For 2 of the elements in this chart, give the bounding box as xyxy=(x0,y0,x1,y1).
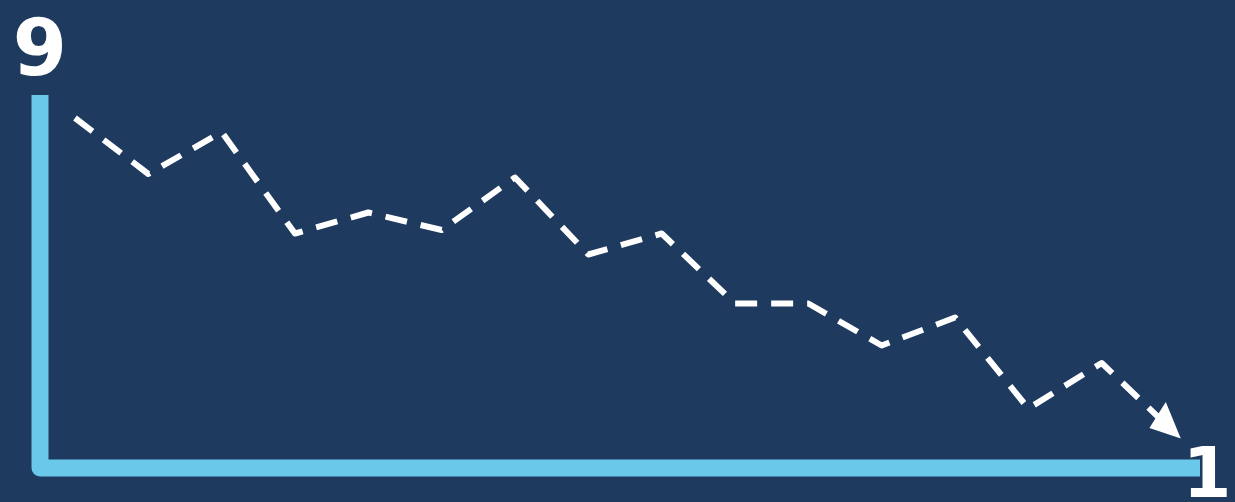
annotation: 1 xyxy=(1182,432,1232,502)
text: 9 xyxy=(12,3,68,93)
